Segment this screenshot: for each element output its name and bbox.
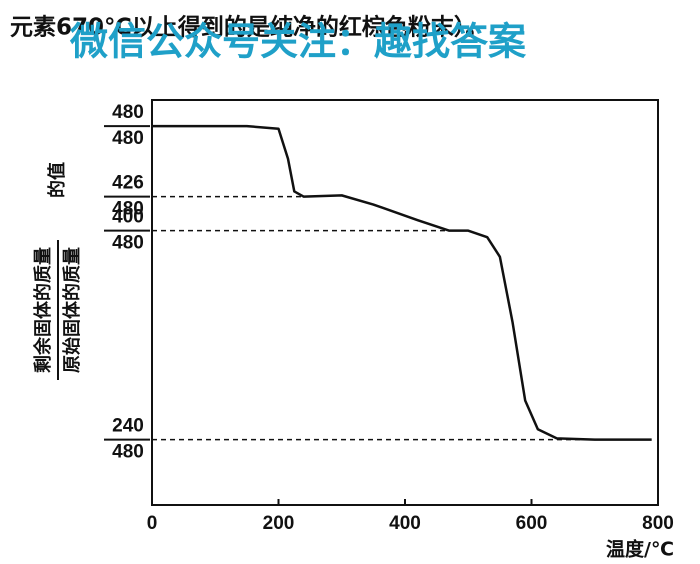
x-axis-label: 温度/℃ bbox=[606, 538, 674, 561]
y-tick-denominator: 480 bbox=[112, 128, 144, 149]
data-line bbox=[152, 124, 652, 441]
x-tick-label: 600 bbox=[516, 513, 548, 534]
y-tick-denominator: 480 bbox=[112, 233, 144, 254]
y-label-numerator: 剩余固体的质量 bbox=[32, 247, 54, 373]
y-tick-numerator: 426 bbox=[112, 173, 144, 194]
watermark: 微信公众号关注：趣找答案 bbox=[69, 20, 527, 64]
x-tick-label: 200 bbox=[263, 513, 295, 534]
x-tick-label: 400 bbox=[389, 513, 421, 534]
y-tick-denominator: 480 bbox=[112, 199, 144, 220]
y-tick-denominator: 480 bbox=[112, 442, 144, 463]
y-tick-numerator: 400 bbox=[112, 207, 144, 228]
x-tick-label: 0 bbox=[147, 513, 158, 534]
x-tick-label: 800 bbox=[642, 513, 674, 534]
y-label-denominator: 原始固体的质量 bbox=[61, 247, 83, 373]
y-label-suffix: 的值 bbox=[46, 162, 68, 198]
plot-frame bbox=[151, 99, 659, 506]
y-tick-numerator: 240 bbox=[112, 416, 144, 437]
y-tick-numerator: 480 bbox=[112, 102, 144, 123]
header-text: 元素670℃以上得到的是纯净的红棕色粉末）。 bbox=[10, 14, 488, 41]
